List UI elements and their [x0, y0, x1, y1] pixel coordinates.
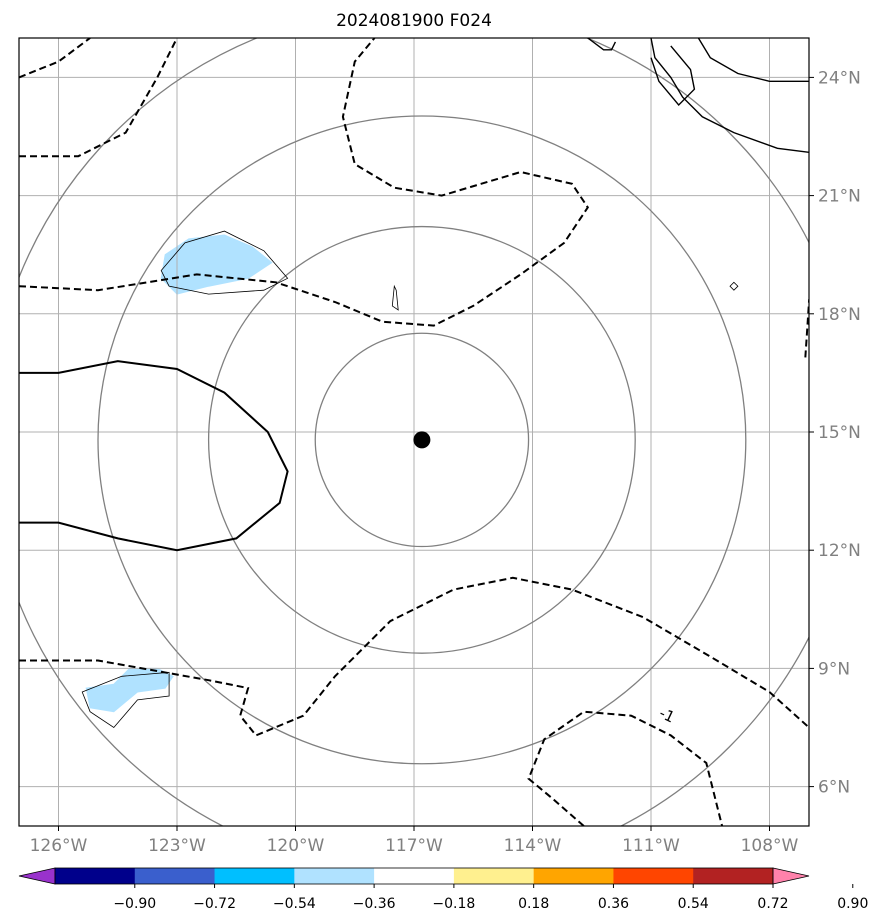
- colorbar-tick-label: 0.90: [837, 896, 868, 912]
- solid-contour: [19, 360, 289, 552]
- plot-area: -1: [19, 38, 809, 826]
- colorbar: −0.90 −0.72 −0.54 −0.36 −0.18 0.18 0.36 0.54 0.7…: [18, 867, 868, 912]
- thin-outlines: [81, 230, 739, 729]
- contour-labels: -1: [656, 704, 677, 727]
- colorbar-tick-label: 0.54: [678, 896, 709, 912]
- dashed-contour: [19, 576, 809, 737]
- gridlines: [19, 38, 809, 826]
- colorbar-tick-label: 0.36: [598, 896, 629, 912]
- x-tick-label: 120°W: [267, 836, 325, 856]
- colorbar-bin: [374, 868, 455, 884]
- colorbar-tick-label: −0.54: [273, 896, 316, 912]
- colorbar-extend-min: [18, 867, 56, 885]
- range-ring: [97, 115, 747, 765]
- colorbar-tick-label: −0.72: [193, 896, 236, 912]
- x-tick-label: 111°W: [622, 836, 680, 856]
- range-ring: [314, 332, 530, 548]
- contours: [19, 38, 809, 826]
- y-tick-label: 15°N: [818, 423, 861, 443]
- contour-label: -1: [656, 704, 677, 727]
- colorbar-tick-label: 0.72: [757, 896, 788, 912]
- y-tick-label: 18°N: [818, 305, 861, 325]
- shaded-blob-small: [385, 289, 403, 315]
- x-tick-label: 108°W: [741, 836, 799, 856]
- thin-outline: [160, 230, 289, 295]
- chart-title: 2024081900 F024: [336, 11, 492, 31]
- colorbar-frame: [54, 867, 774, 885]
- y-axis-ticks: 6°N 9°N 12°N 15°N 18°N 21°N 24°N: [809, 68, 861, 798]
- colorbar-bin: [294, 868, 375, 884]
- y-tick-label: 12°N: [818, 541, 861, 561]
- thin-outline: [729, 281, 739, 291]
- colorbar-bin: [613, 868, 694, 884]
- colorbar-tick-label: −0.90: [113, 896, 156, 912]
- colorbar-bin: [693, 868, 774, 884]
- x-tick-label: 114°W: [504, 836, 562, 856]
- colorbar-extend-max: [772, 867, 810, 885]
- coastline: [650, 45, 696, 107]
- thin-outline: [391, 284, 399, 311]
- y-tick-label: 6°N: [818, 778, 850, 798]
- thin-outline: [81, 671, 170, 729]
- x-tick-label: 123°W: [148, 836, 206, 856]
- colorbar-bin: [214, 868, 295, 884]
- y-tick-label: 24°N: [818, 68, 861, 88]
- y-tick-label: 21°N: [818, 187, 861, 207]
- coastline: [650, 38, 809, 153]
- shading-layer: [85, 234, 403, 713]
- colorbar-tick-label: −0.36: [353, 896, 396, 912]
- coastlines: [587, 38, 809, 153]
- dashed-contour: [527, 710, 724, 826]
- x-tick-label: 126°W: [30, 836, 88, 856]
- dashed-contour: [804, 299, 809, 362]
- storm-center-marker: [413, 431, 431, 449]
- colorbar-tick-label: 0.18: [518, 896, 549, 912]
- colorbar-bin: [134, 868, 216, 884]
- shaded-blob-south: [85, 667, 174, 713]
- dashed-contour: [19, 38, 91, 79]
- colorbar-bin: [533, 868, 614, 884]
- y-tick-label: 9°N: [818, 659, 850, 679]
- range-rings: [19, 38, 809, 826]
- coastline: [587, 38, 617, 51]
- shaded-blob-north: [160, 234, 273, 295]
- colorbar-tick-label: −0.18: [432, 896, 475, 912]
- range-ring: [207, 225, 636, 654]
- dashed-contour: [19, 38, 178, 158]
- colorbar-bin: [55, 868, 136, 884]
- x-axis-ticks: 126°W 123°W 120°W 117°W 114°W 111°W 108°W: [30, 826, 799, 856]
- dashed-contour: [19, 38, 590, 327]
- coastline: [697, 38, 809, 82]
- colorbar-bin: [453, 868, 535, 884]
- x-tick-label: 117°W: [385, 836, 443, 856]
